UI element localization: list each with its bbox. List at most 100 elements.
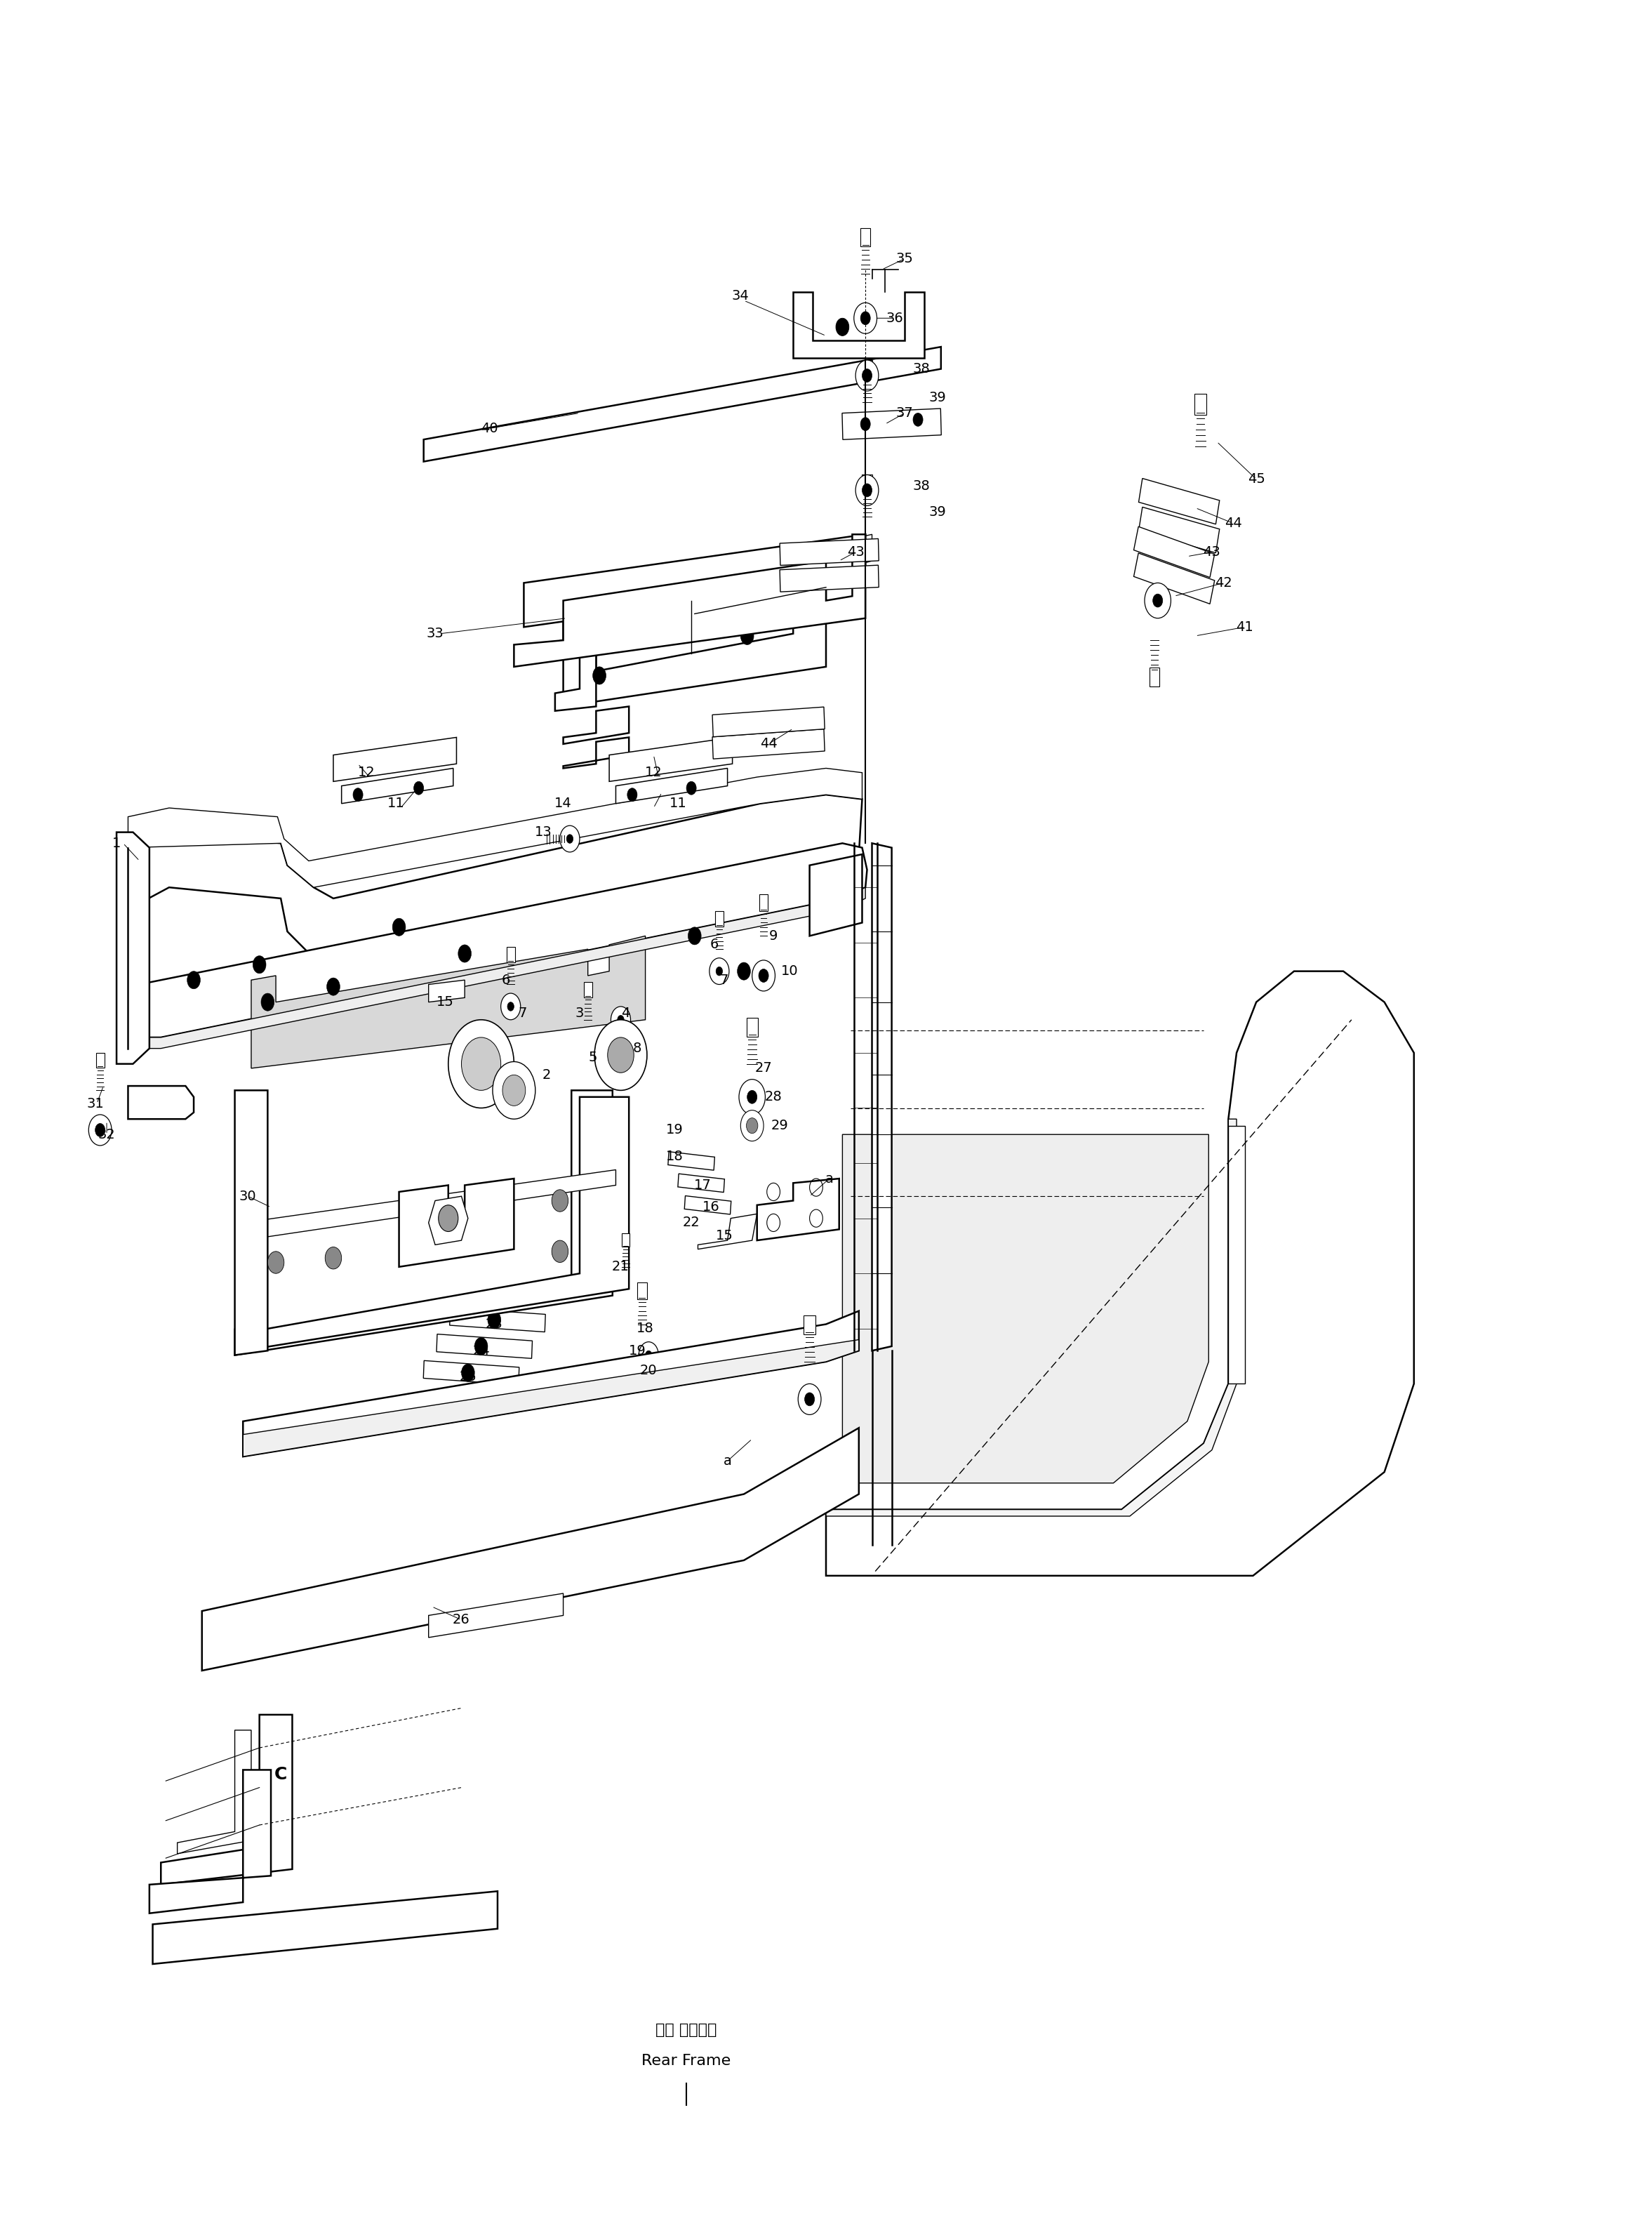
Polygon shape	[152, 1890, 497, 1963]
Circle shape	[413, 782, 423, 796]
Circle shape	[474, 1338, 487, 1356]
Polygon shape	[780, 538, 879, 565]
Polygon shape	[862, 359, 872, 377]
Text: 18: 18	[666, 1150, 684, 1163]
Polygon shape	[667, 1152, 715, 1170]
Text: 37: 37	[895, 406, 914, 419]
Circle shape	[1145, 583, 1171, 618]
Circle shape	[861, 417, 871, 430]
Text: 1: 1	[112, 838, 121, 851]
Polygon shape	[235, 1090, 613, 1356]
Circle shape	[438, 1206, 458, 1232]
Polygon shape	[861, 228, 871, 246]
Circle shape	[709, 957, 729, 984]
Polygon shape	[563, 738, 629, 769]
Text: 8: 8	[633, 1042, 641, 1055]
Polygon shape	[621, 1234, 629, 1248]
Circle shape	[836, 319, 849, 337]
Circle shape	[608, 1037, 634, 1073]
Circle shape	[593, 667, 606, 685]
Circle shape	[502, 1075, 525, 1106]
Circle shape	[552, 1241, 568, 1263]
Circle shape	[752, 960, 775, 991]
Text: 4: 4	[621, 1006, 629, 1019]
Circle shape	[327, 977, 340, 995]
Text: C: C	[274, 1766, 287, 1782]
Circle shape	[461, 1037, 501, 1090]
Circle shape	[325, 1248, 342, 1270]
Text: 14: 14	[555, 798, 572, 811]
Circle shape	[747, 1090, 757, 1104]
Circle shape	[758, 968, 768, 982]
Text: 25: 25	[459, 1369, 477, 1383]
Polygon shape	[616, 769, 727, 804]
Text: 45: 45	[1247, 472, 1265, 485]
Circle shape	[448, 1019, 514, 1108]
Text: 15: 15	[715, 1230, 733, 1243]
Polygon shape	[129, 769, 862, 886]
Text: 5: 5	[588, 1050, 596, 1064]
Polygon shape	[793, 293, 925, 357]
Circle shape	[507, 1002, 514, 1010]
Circle shape	[646, 1352, 653, 1358]
Polygon shape	[243, 1341, 859, 1456]
Polygon shape	[555, 609, 596, 711]
Circle shape	[687, 782, 695, 796]
Circle shape	[861, 312, 871, 326]
Circle shape	[747, 1117, 758, 1132]
Polygon shape	[697, 1214, 757, 1250]
Polygon shape	[129, 796, 862, 964]
Polygon shape	[610, 738, 732, 782]
Polygon shape	[760, 893, 768, 911]
Polygon shape	[560, 601, 826, 654]
Circle shape	[354, 789, 363, 802]
Text: 43: 43	[847, 545, 864, 558]
Polygon shape	[235, 1090, 268, 1356]
Polygon shape	[563, 707, 629, 745]
Circle shape	[560, 827, 580, 853]
Text: 26: 26	[453, 1613, 471, 1627]
Polygon shape	[809, 534, 872, 578]
Circle shape	[501, 993, 520, 1019]
Circle shape	[567, 835, 573, 844]
Polygon shape	[843, 1135, 1209, 1483]
Polygon shape	[563, 578, 826, 707]
Text: 3: 3	[575, 1006, 585, 1019]
Polygon shape	[243, 1097, 629, 1352]
Polygon shape	[449, 1307, 545, 1332]
Text: 6: 6	[710, 937, 719, 951]
Text: 43: 43	[1203, 545, 1221, 558]
Circle shape	[805, 1392, 814, 1405]
Text: a: a	[724, 1454, 732, 1467]
Circle shape	[914, 412, 923, 425]
Polygon shape	[129, 844, 867, 1037]
Polygon shape	[243, 1170, 616, 1241]
Text: 23: 23	[486, 1319, 502, 1332]
Polygon shape	[1138, 479, 1219, 525]
Text: 38: 38	[912, 361, 930, 375]
Text: 36: 36	[885, 312, 904, 326]
Text: 13: 13	[535, 827, 552, 840]
Text: 38: 38	[912, 479, 930, 492]
Text: 44: 44	[1224, 516, 1242, 530]
Polygon shape	[638, 1283, 648, 1299]
Polygon shape	[826, 1119, 1237, 1516]
Polygon shape	[1229, 1126, 1244, 1383]
Text: a: a	[824, 1172, 834, 1186]
Text: 18: 18	[636, 1323, 654, 1336]
Text: リヤ フレーム: リヤ フレーム	[656, 2023, 717, 2037]
Circle shape	[740, 627, 753, 645]
Circle shape	[715, 966, 722, 975]
Circle shape	[639, 1343, 659, 1367]
Circle shape	[552, 1190, 568, 1212]
Circle shape	[738, 1079, 765, 1115]
Polygon shape	[862, 474, 872, 492]
Circle shape	[187, 971, 200, 988]
Polygon shape	[809, 855, 862, 935]
Text: 15: 15	[436, 995, 454, 1008]
Circle shape	[854, 304, 877, 335]
Text: 24: 24	[472, 1345, 489, 1358]
Circle shape	[798, 1383, 821, 1414]
Circle shape	[643, 1367, 656, 1385]
Polygon shape	[1133, 554, 1214, 605]
